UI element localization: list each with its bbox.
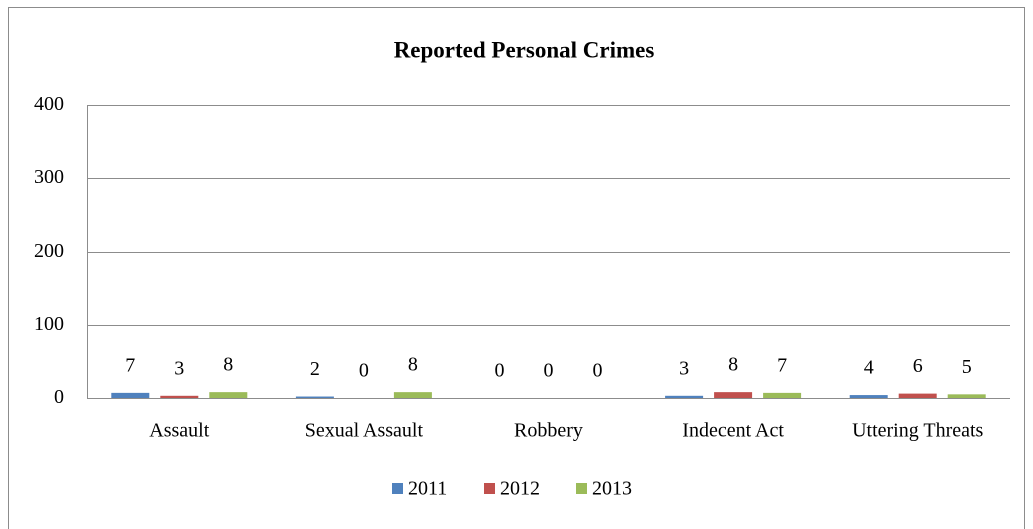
chart-title: Reported Personal Crimes bbox=[394, 37, 655, 62]
data-label: 8 bbox=[223, 354, 233, 376]
y-tick-label: 400 bbox=[34, 93, 64, 115]
chart-border bbox=[8, 7, 1025, 529]
bar bbox=[160, 395, 199, 398]
data-label: 2 bbox=[310, 358, 320, 380]
bar bbox=[393, 392, 432, 398]
data-label: 8 bbox=[408, 354, 418, 376]
data-label: 5 bbox=[962, 356, 972, 378]
x-tick-label: Uttering Threats bbox=[852, 420, 983, 442]
bar bbox=[947, 394, 986, 398]
bar bbox=[111, 392, 150, 398]
bar bbox=[898, 393, 937, 398]
data-label: 8 bbox=[728, 354, 738, 376]
bar bbox=[714, 392, 753, 398]
legend-label: 2011 bbox=[408, 478, 447, 500]
x-tick-label: Sexual Assault bbox=[305, 420, 424, 442]
data-label: 7 bbox=[777, 354, 787, 376]
data-label: 0 bbox=[593, 360, 603, 382]
x-tick-label: Indecent Act bbox=[682, 420, 784, 442]
legend-label: 2012 bbox=[500, 478, 540, 500]
legend-swatch bbox=[576, 483, 587, 494]
y-tick-label: 200 bbox=[34, 240, 64, 262]
data-label: 0 bbox=[544, 360, 554, 382]
data-label: 0 bbox=[359, 360, 369, 382]
bar bbox=[295, 396, 334, 398]
data-label: 7 bbox=[125, 354, 135, 376]
bar bbox=[849, 395, 888, 398]
bar bbox=[665, 395, 704, 398]
y-tick-label: 300 bbox=[34, 166, 64, 188]
data-label: 3 bbox=[174, 357, 184, 379]
legend-label: 2013 bbox=[592, 478, 632, 500]
bar bbox=[763, 392, 802, 398]
legend-swatch bbox=[484, 483, 495, 494]
data-label: 0 bbox=[495, 360, 505, 382]
y-tick-label: 0 bbox=[54, 386, 64, 408]
data-label: 3 bbox=[679, 357, 689, 379]
data-label: 6 bbox=[913, 355, 923, 377]
y-tick-label: 100 bbox=[34, 313, 64, 335]
x-tick-label: Robbery bbox=[514, 420, 583, 442]
legend-swatch bbox=[392, 483, 403, 494]
x-tick-label: Assault bbox=[149, 420, 209, 442]
data-label: 4 bbox=[864, 357, 874, 379]
bar bbox=[209, 392, 248, 398]
